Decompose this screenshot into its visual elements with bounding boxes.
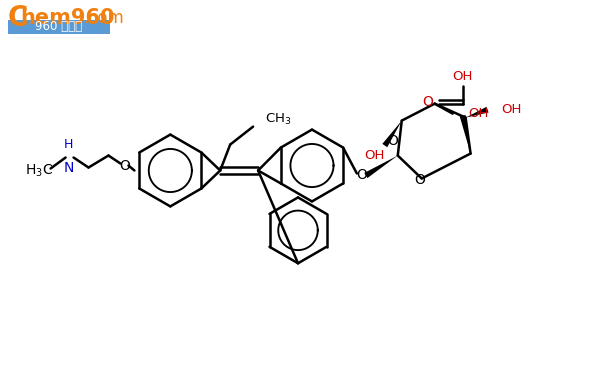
- Text: OH: OH: [469, 107, 489, 120]
- Text: .com: .com: [83, 9, 124, 27]
- Polygon shape: [466, 107, 489, 118]
- Text: OH: OH: [453, 70, 473, 83]
- Text: CH$_3$: CH$_3$: [265, 112, 292, 127]
- Text: H$_3$C: H$_3$C: [25, 162, 53, 179]
- Text: hem960: hem960: [21, 8, 115, 28]
- Text: 960 化工网: 960 化工网: [35, 20, 82, 33]
- Polygon shape: [460, 115, 471, 153]
- Text: OH: OH: [502, 103, 522, 116]
- Text: OH: OH: [365, 149, 385, 162]
- Text: N: N: [64, 160, 74, 174]
- Text: O: O: [119, 159, 130, 172]
- Text: O: O: [422, 94, 433, 109]
- Polygon shape: [364, 156, 397, 178]
- Text: O: O: [387, 134, 398, 148]
- Text: C: C: [8, 4, 28, 32]
- FancyBboxPatch shape: [8, 20, 111, 34]
- Text: H: H: [64, 138, 73, 150]
- Text: O: O: [414, 174, 425, 188]
- Text: O: O: [356, 168, 367, 183]
- Polygon shape: [382, 121, 402, 147]
